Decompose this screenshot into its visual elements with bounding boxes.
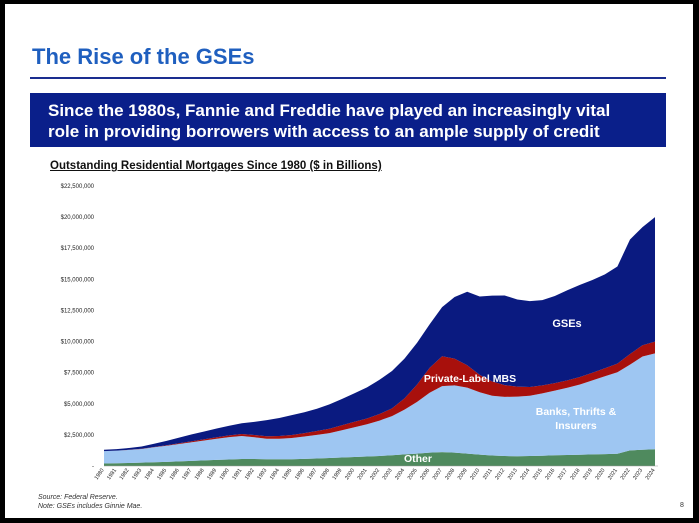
y-tick-label: $10,000,000 <box>61 340 95 346</box>
x-tick-label: 2002 <box>369 468 381 481</box>
x-tick-label: 2011 <box>482 468 494 481</box>
banner-line-1: Since the 1980s, Fannie and Freddie have… <box>48 101 611 120</box>
x-tick-label: 1980 <box>94 468 106 481</box>
area-other <box>104 449 655 466</box>
x-tick-label: 1984 <box>144 468 156 481</box>
x-tick-label: 1990 <box>219 468 231 481</box>
x-tick-label: 1992 <box>244 468 256 481</box>
x-tick-label: 2008 <box>444 468 456 481</box>
x-tick-label: 1999 <box>332 468 344 481</box>
banner-line-2: role in providing borrowers with access … <box>48 122 600 141</box>
y-tick-label: $17,500,000 <box>61 246 95 252</box>
annotation-banks-line1: Banks, Thrifts & <box>536 406 617 418</box>
y-axis-labels: - $2,500,000 $5,000,000 $7,500,000 $10,000,0… <box>61 184 95 470</box>
gse-note: Note: GSEs includes Ginnie Mae. <box>38 503 143 510</box>
x-tick-label: 2013 <box>507 468 519 481</box>
x-tick-label: 2014 <box>519 468 531 481</box>
x-tick-label: 1988 <box>194 468 206 481</box>
x-tick-label: 1994 <box>269 468 281 481</box>
x-tick-label: 2024 <box>645 468 657 481</box>
y-tick-label: $12,500,000 <box>61 308 95 314</box>
area-series-group <box>104 217 655 466</box>
x-axis-labels: 1980 1981 1982 1983 1984 1985 1986 1987 1988 1989… <box>94 468 657 481</box>
x-tick-label: 1997 <box>307 468 319 481</box>
x-tick-label: 2016 <box>544 468 556 481</box>
x-tick-label: 1998 <box>319 468 331 481</box>
x-tick-label: 2017 <box>557 468 569 481</box>
x-tick-label: 2022 <box>620 468 632 481</box>
y-tick-label: $15,000,000 <box>61 277 95 283</box>
page-number: 8 <box>680 502 684 509</box>
x-tick-label: 1993 <box>256 468 268 481</box>
x-tick-label: 2015 <box>532 468 544 481</box>
y-tick-label: $5,000,000 <box>64 402 95 408</box>
area-gses <box>104 217 655 452</box>
x-tick-label: 2007 <box>432 468 444 481</box>
x-tick-label: 2005 <box>407 468 419 481</box>
x-tick-label: 2009 <box>457 468 469 481</box>
x-tick-label: 2021 <box>607 468 619 481</box>
x-tick-label: 1985 <box>156 468 168 481</box>
y-tick-label: $22,500,000 <box>61 184 95 190</box>
x-tick-label: 1996 <box>294 468 306 481</box>
area-banks <box>104 353 655 464</box>
annotation-other: Other <box>404 453 432 465</box>
x-tick-label: 1983 <box>131 468 143 481</box>
x-tick-label: 1995 <box>281 468 293 481</box>
title-underline <box>30 77 666 79</box>
y-tick-label: $7,500,000 <box>64 371 95 377</box>
chart-title: Outstanding Residential Mortgages Since … <box>50 160 382 172</box>
x-tick-label: 2010 <box>469 468 481 481</box>
x-tick-label: 2004 <box>394 468 406 481</box>
annotation-gses: GSEs <box>552 318 581 330</box>
x-tick-label: 1982 <box>119 468 131 481</box>
x-tick-label: 1986 <box>169 468 181 481</box>
x-tick-label: 2023 <box>632 468 644 481</box>
slide-title: The Rise of the GSEs <box>32 44 255 69</box>
x-tick-label: 1987 <box>181 468 193 481</box>
x-tick-label: 2006 <box>419 468 431 481</box>
x-tick-label: 2001 <box>357 468 369 481</box>
y-tick-label: $20,000,000 <box>61 215 95 221</box>
x-tick-label: 2018 <box>570 468 582 481</box>
x-tick-label: 1981 <box>106 468 118 481</box>
annotation-banks-line2: Insurers <box>555 420 597 432</box>
y-tick-label: $2,500,000 <box>64 433 95 439</box>
y-tick-label: - <box>92 464 94 470</box>
x-tick-label: 2020 <box>595 468 607 481</box>
x-tick-label: 1989 <box>206 468 218 481</box>
x-tick-label: 2012 <box>494 468 506 481</box>
x-tick-label: 2000 <box>344 468 356 481</box>
headline-banner: Since the 1980s, Fannie and Freddie have… <box>30 93 666 147</box>
annotation-private-label: Private-Label MBS <box>424 373 516 385</box>
x-tick-label: 1991 <box>231 468 243 481</box>
source-note: Source: Federal Reserve. <box>38 494 118 501</box>
x-tick-label: 2019 <box>582 468 594 481</box>
x-tick-label: 2003 <box>382 468 394 481</box>
